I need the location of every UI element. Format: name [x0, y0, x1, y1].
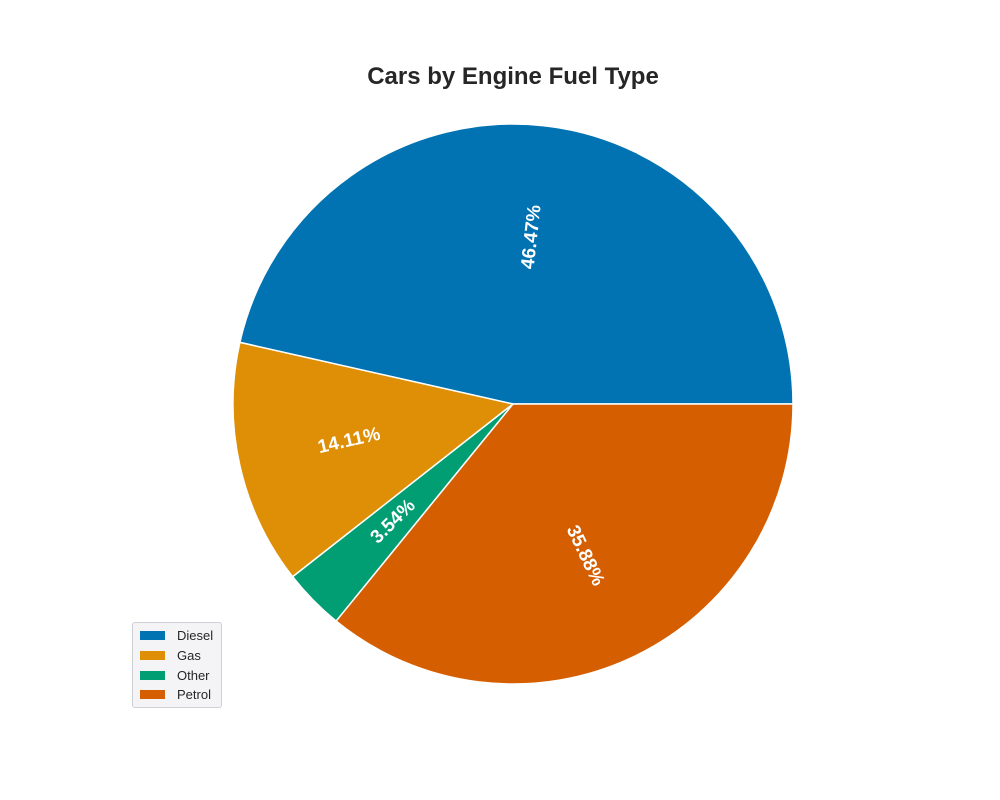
legend-label: Petrol — [177, 687, 211, 703]
legend-swatch — [140, 631, 165, 641]
legend-swatch — [140, 651, 165, 661]
legend-item-diesel: Diesel — [133, 626, 221, 646]
legend-item-other: Other — [133, 665, 221, 685]
legend-label: Gas — [177, 648, 201, 664]
chart-title: Cars by Engine Fuel Type — [367, 63, 659, 90]
legend-swatch — [140, 690, 165, 700]
pie-slice-petrol — [335, 403, 794, 685]
legend-swatch — [140, 670, 165, 680]
legend-label: Other — [177, 667, 210, 683]
legend-label: Diesel — [177, 628, 214, 644]
legend-item-petrol: Petrol — [133, 685, 221, 705]
legend: Diesel Gas Other Petrol — [132, 622, 222, 708]
legend-item-gas: Gas — [133, 646, 221, 666]
pie-slice-diesel — [239, 123, 794, 405]
pie-slice-gas — [232, 341, 514, 578]
pie-slices — [232, 123, 794, 685]
